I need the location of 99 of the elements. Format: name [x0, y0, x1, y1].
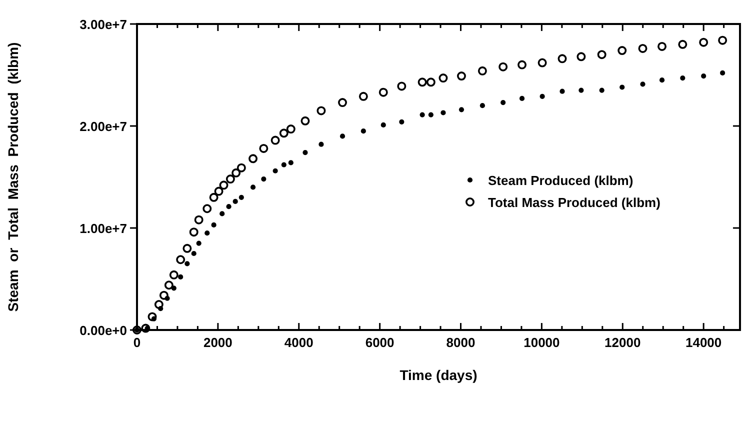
point	[178, 274, 184, 280]
point	[659, 78, 665, 83]
x-tick-label: 0	[133, 335, 141, 350]
point	[420, 112, 425, 118]
point	[397, 82, 406, 91]
point	[428, 112, 434, 118]
point	[498, 62, 508, 72]
point	[458, 107, 464, 112]
point	[279, 128, 288, 138]
point	[500, 100, 506, 106]
point	[196, 240, 202, 246]
point	[226, 174, 235, 184]
point	[250, 184, 256, 190]
point	[288, 160, 294, 166]
point	[620, 84, 625, 90]
point	[718, 36, 728, 45]
point	[189, 228, 198, 237]
point	[640, 82, 646, 87]
point	[248, 154, 258, 164]
point	[456, 72, 466, 81]
point	[259, 144, 268, 153]
x-tick-label: 4000	[284, 335, 314, 350]
point	[209, 192, 218, 202]
point	[238, 194, 244, 200]
point	[658, 42, 667, 51]
point	[191, 250, 196, 256]
point	[560, 88, 565, 94]
point	[418, 78, 427, 87]
legend-label: Steam Produced (klbm)	[488, 173, 634, 188]
point	[380, 122, 386, 128]
point	[720, 70, 726, 76]
point	[338, 98, 348, 108]
point	[232, 198, 238, 204]
x-tick-label: 12000	[604, 335, 641, 350]
x-axis-title: Time (days)	[400, 367, 478, 383]
point	[159, 290, 168, 300]
point	[597, 50, 606, 60]
point	[558, 54, 567, 64]
point	[578, 88, 584, 93]
point	[518, 60, 527, 70]
point	[480, 103, 485, 108]
point	[194, 215, 204, 224]
point	[169, 270, 178, 280]
point	[618, 46, 627, 56]
point	[440, 110, 446, 116]
x-tick-label: 6000	[365, 335, 394, 350]
point	[261, 176, 266, 182]
legend-label: Total Mass Produced (klbm)	[488, 195, 660, 210]
x-tick-label: 14000	[686, 335, 722, 350]
y-tick-label: 1.00e+7	[80, 221, 127, 236]
x-tick-label: 8000	[446, 335, 476, 350]
point	[638, 44, 648, 53]
point	[184, 261, 190, 266]
point	[211, 222, 216, 228]
point	[141, 324, 150, 333]
point	[281, 162, 286, 168]
point	[318, 142, 324, 147]
point	[378, 88, 388, 97]
point	[270, 136, 280, 145]
point	[358, 92, 368, 101]
point	[399, 119, 404, 124]
point	[680, 76, 686, 81]
point	[540, 94, 545, 99]
point	[272, 168, 278, 174]
y-axis-title: Steam or Total Mass Produced (klbm)	[5, 42, 21, 312]
point	[678, 40, 688, 49]
point	[316, 106, 326, 116]
point	[286, 124, 296, 134]
point	[164, 280, 174, 290]
point	[701, 73, 706, 79]
point	[302, 150, 308, 156]
point	[204, 230, 210, 236]
point	[154, 300, 164, 309]
y-tick-label: 3.00e+7	[80, 17, 127, 32]
x-tick-label: 2000	[203, 335, 232, 350]
y-tick-label: 0.00e+0	[80, 323, 127, 338]
point	[220, 211, 225, 216]
point	[214, 186, 224, 196]
point	[538, 58, 547, 68]
point	[176, 255, 186, 264]
y-tick-label: 2.00e+7	[80, 119, 127, 134]
point	[426, 78, 436, 87]
point	[519, 96, 525, 102]
point	[300, 116, 310, 126]
point	[182, 244, 192, 253]
point	[699, 38, 708, 47]
point	[478, 66, 487, 76]
point	[360, 128, 366, 134]
point	[340, 134, 346, 139]
point	[219, 180, 228, 190]
point	[576, 52, 586, 62]
point	[232, 168, 241, 178]
point	[236, 163, 246, 172]
x-tick-label: 10000	[524, 335, 560, 350]
point	[202, 204, 212, 214]
point	[599, 88, 604, 93]
point	[226, 204, 232, 210]
point	[148, 312, 157, 322]
point	[438, 74, 448, 83]
